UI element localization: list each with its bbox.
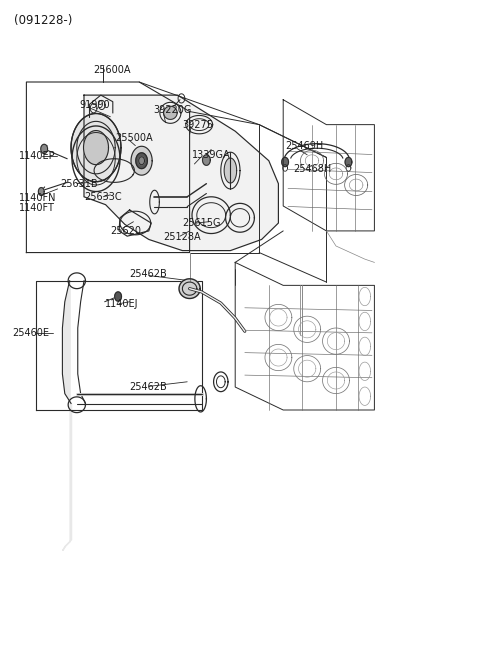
Polygon shape	[164, 106, 177, 119]
Polygon shape	[203, 155, 210, 165]
Text: 25469H: 25469H	[286, 140, 324, 151]
Text: 25128A: 25128A	[163, 232, 201, 243]
Text: 39220G: 39220G	[154, 105, 192, 115]
Polygon shape	[282, 157, 288, 167]
Polygon shape	[345, 157, 352, 167]
Text: 39275: 39275	[182, 119, 214, 130]
Text: 25500A: 25500A	[115, 133, 153, 143]
Polygon shape	[38, 188, 44, 195]
Text: 25615G: 25615G	[182, 218, 221, 228]
Text: 1339GA: 1339GA	[192, 150, 230, 160]
Polygon shape	[84, 131, 108, 165]
Text: 25620: 25620	[110, 226, 142, 236]
Text: 1140FT: 1140FT	[19, 203, 55, 213]
Text: 25468H: 25468H	[293, 163, 331, 174]
Polygon shape	[179, 279, 200, 298]
Polygon shape	[139, 157, 144, 165]
Text: 25462B: 25462B	[130, 382, 168, 392]
Text: 1140EJ: 1140EJ	[105, 298, 138, 309]
Polygon shape	[136, 153, 147, 169]
Text: 25460E: 25460E	[12, 328, 49, 338]
Text: 1140EP: 1140EP	[19, 151, 56, 161]
Polygon shape	[224, 158, 237, 183]
Polygon shape	[131, 146, 152, 175]
Text: 1140FN: 1140FN	[19, 193, 57, 203]
Polygon shape	[71, 113, 121, 182]
Polygon shape	[115, 292, 121, 301]
Text: (091228-): (091228-)	[14, 14, 73, 28]
Text: 25631B: 25631B	[60, 178, 97, 189]
Text: 25633C: 25633C	[84, 192, 121, 202]
Polygon shape	[84, 95, 278, 251]
Polygon shape	[41, 144, 48, 154]
Text: 91990: 91990	[79, 100, 110, 110]
Text: 25600A: 25600A	[94, 64, 131, 75]
Text: 25462B: 25462B	[130, 269, 168, 279]
